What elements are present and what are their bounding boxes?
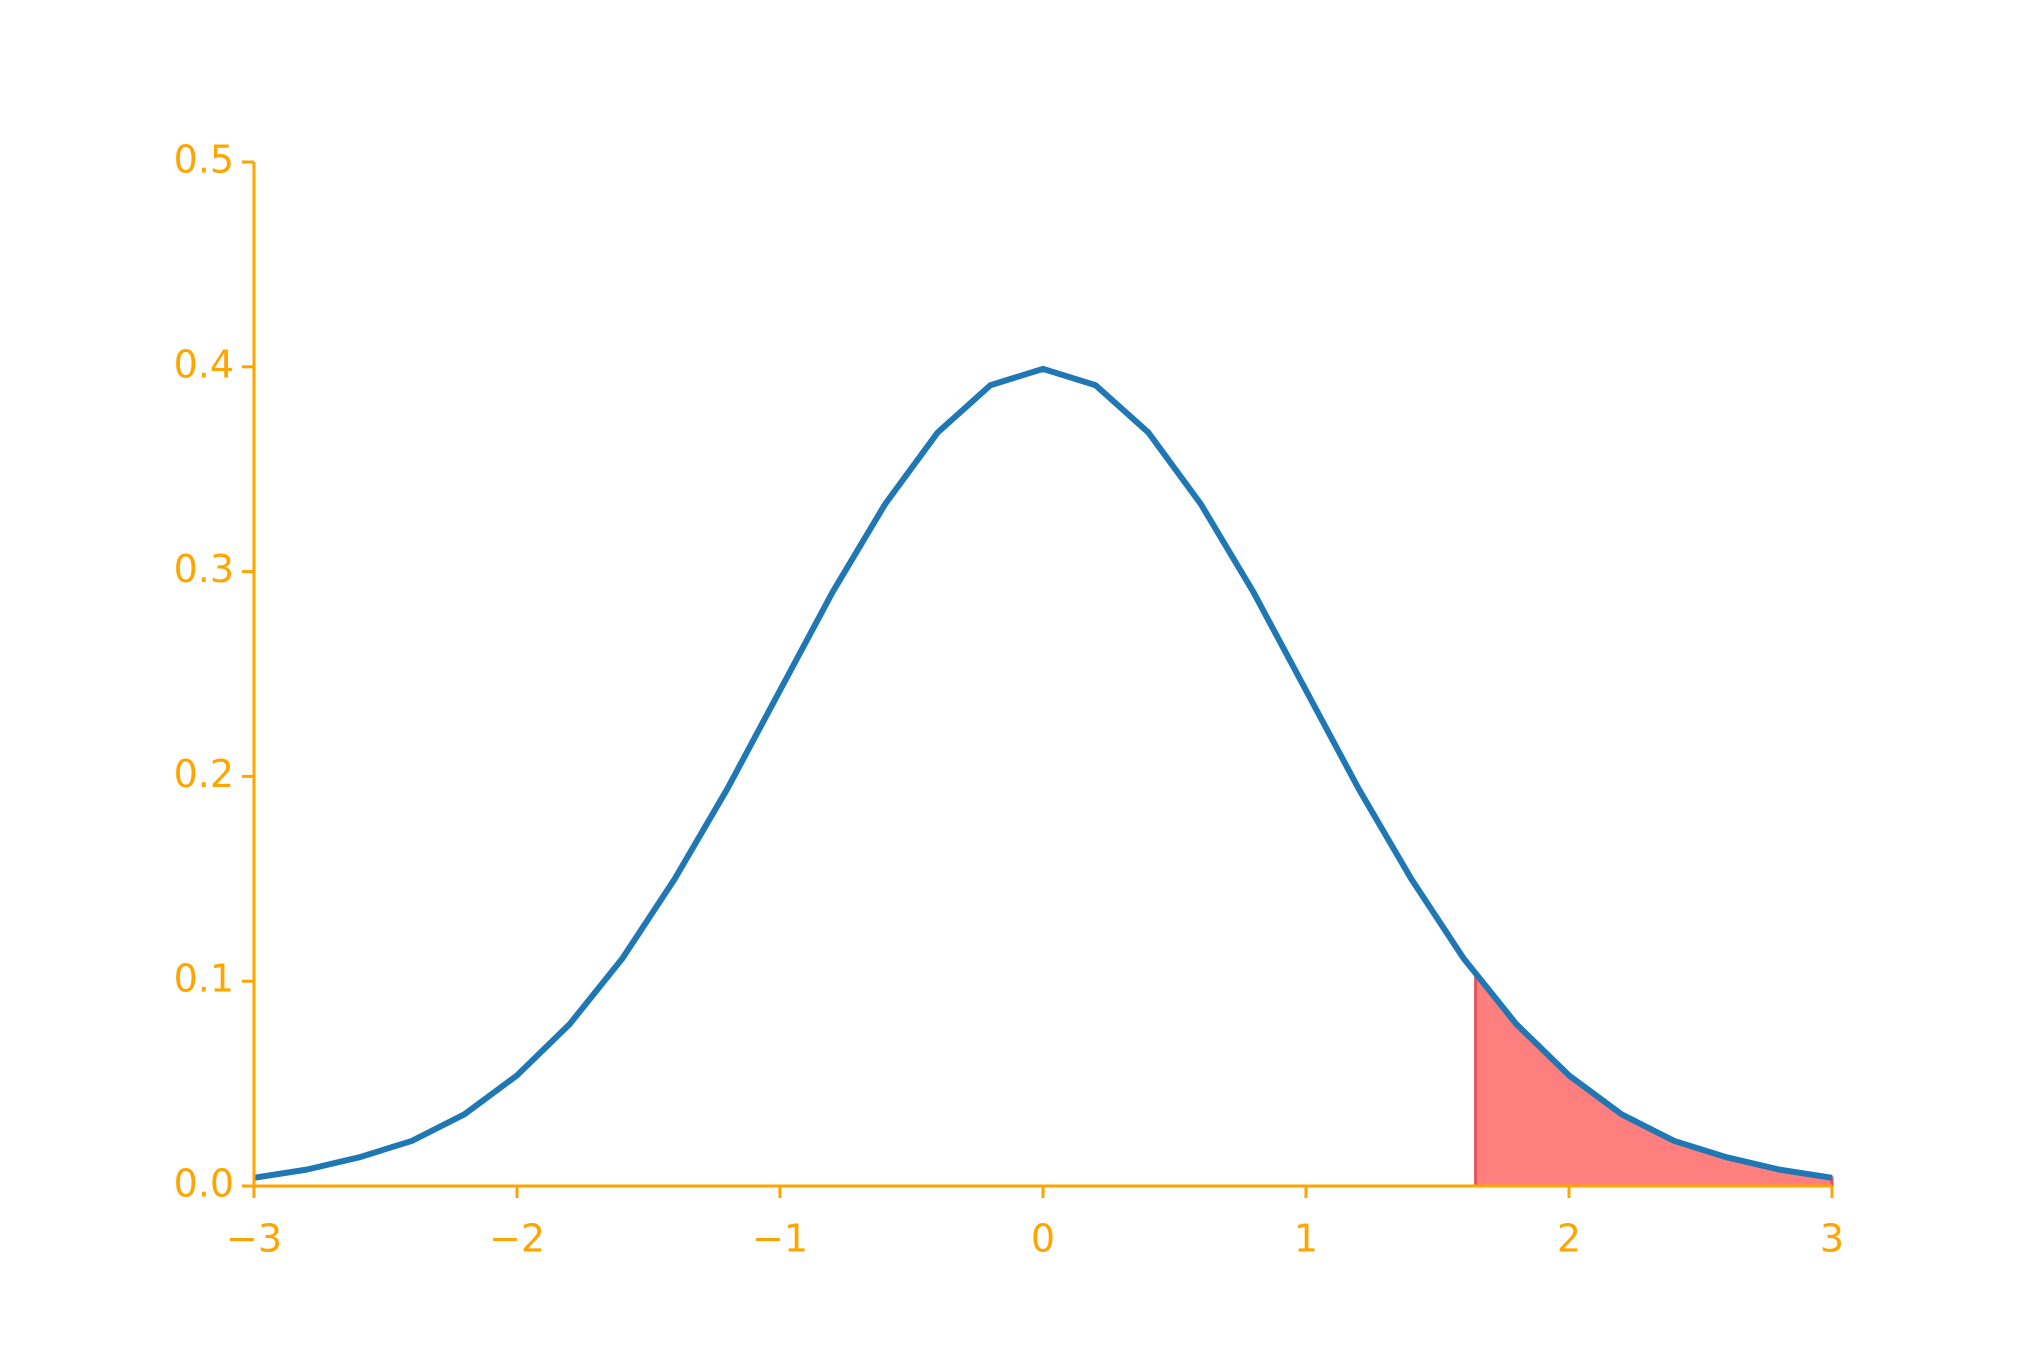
y-tick-label: 0.5 xyxy=(174,138,234,182)
x-tick-label: −3 xyxy=(226,1217,282,1261)
density-line xyxy=(253,365,1833,1181)
y-tick-label: 0.0 xyxy=(174,1162,234,1206)
y-tick-label: 0.2 xyxy=(174,752,234,796)
x-tick-label: 1 xyxy=(1294,1217,1318,1261)
x-tick-label: −2 xyxy=(489,1217,545,1261)
y-tick-label: 0.4 xyxy=(174,342,234,386)
y-tick-label: 0.1 xyxy=(174,957,234,1001)
y-tick-label: 0.3 xyxy=(174,547,234,591)
x-tick-label: 3 xyxy=(1820,1217,1844,1261)
x-tick-label: 2 xyxy=(1557,1217,1581,1261)
x-tick-label: −1 xyxy=(752,1217,808,1261)
shaded-area xyxy=(1474,970,1834,1188)
x-tick-label: 0 xyxy=(1031,1217,1055,1261)
